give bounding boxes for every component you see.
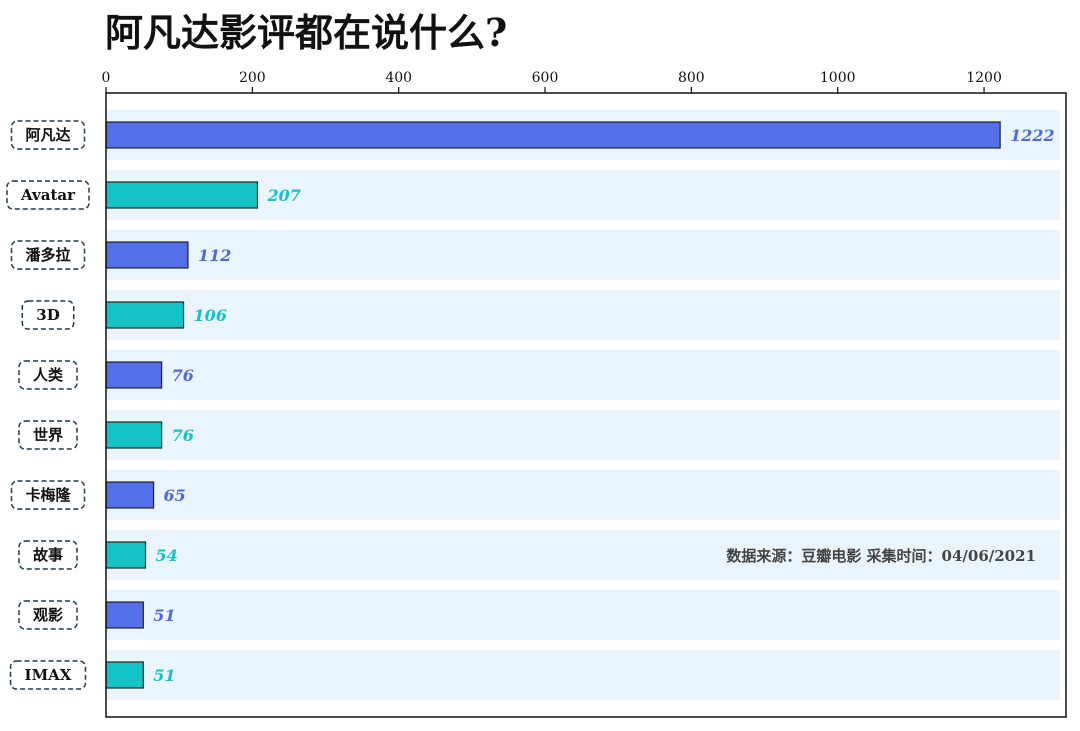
data-label: 112 <box>198 246 231 265</box>
x-axis-ticks: 0 200 400 600 800 1000 1200 <box>102 70 1002 93</box>
category-label: 卡梅隆 <box>25 486 71 504</box>
data-label: 51 <box>153 606 175 625</box>
bar <box>105 181 259 209</box>
x-tick-label: 400 <box>385 70 412 86</box>
bar <box>105 481 155 509</box>
bar <box>105 361 163 389</box>
category-label: Avatar <box>20 186 76 204</box>
data-label: 65 <box>164 486 186 505</box>
category-label: 潘多拉 <box>25 246 70 264</box>
row-band <box>107 590 1060 640</box>
category-label-box <box>9 660 87 690</box>
row-band <box>107 350 1060 400</box>
category-label: IMAX <box>25 666 72 684</box>
category-label: 故事 <box>33 546 63 564</box>
bar <box>105 241 189 269</box>
value-labels: 1222 207 112 106 76 76 65 54 51 51 <box>153 126 1054 685</box>
bar <box>105 301 185 329</box>
row-band <box>107 470 1060 520</box>
category-label-box <box>6 180 90 210</box>
bars <box>105 121 1001 689</box>
data-label: 106 <box>194 306 227 325</box>
row-band <box>107 170 1060 220</box>
row-band <box>107 230 1060 280</box>
category-label: 人类 <box>33 366 64 384</box>
category-label: 3D <box>36 306 59 324</box>
category-label: 阿凡达 <box>25 126 70 144</box>
data-label: 76 <box>172 366 194 385</box>
bar <box>105 661 144 689</box>
source-note: 数据来源：豆瓣电影 采集时间：04/06/2021 <box>726 547 1036 565</box>
x-tick-label: 200 <box>239 70 266 86</box>
category-label-box <box>21 300 75 330</box>
row-band <box>107 290 1060 340</box>
bar <box>105 541 147 569</box>
plot-frame <box>105 92 1067 718</box>
x-tick-label: 1000 <box>820 70 856 86</box>
category-label: 世界 <box>33 426 63 444</box>
x-tick-label: 800 <box>678 70 705 86</box>
bar <box>105 601 144 629</box>
row-band <box>107 650 1060 700</box>
x-tick-label: 600 <box>532 70 559 86</box>
data-label: 207 <box>266 186 300 205</box>
data-label: 76 <box>172 426 194 445</box>
data-label: 1222 <box>1010 126 1055 145</box>
bar <box>105 121 1001 149</box>
row-band <box>107 530 1060 580</box>
x-tick-label: 1200 <box>966 70 1002 86</box>
bar <box>105 421 163 449</box>
row-bands <box>107 110 1060 700</box>
chart-title: 阿凡达影评都在说什么? <box>105 10 507 55</box>
data-label: 51 <box>153 666 175 685</box>
data-label: 54 <box>156 546 178 565</box>
category-label: 观影 <box>33 606 63 624</box>
row-band <box>107 410 1060 460</box>
x-tick-label: 0 <box>102 70 111 86</box>
